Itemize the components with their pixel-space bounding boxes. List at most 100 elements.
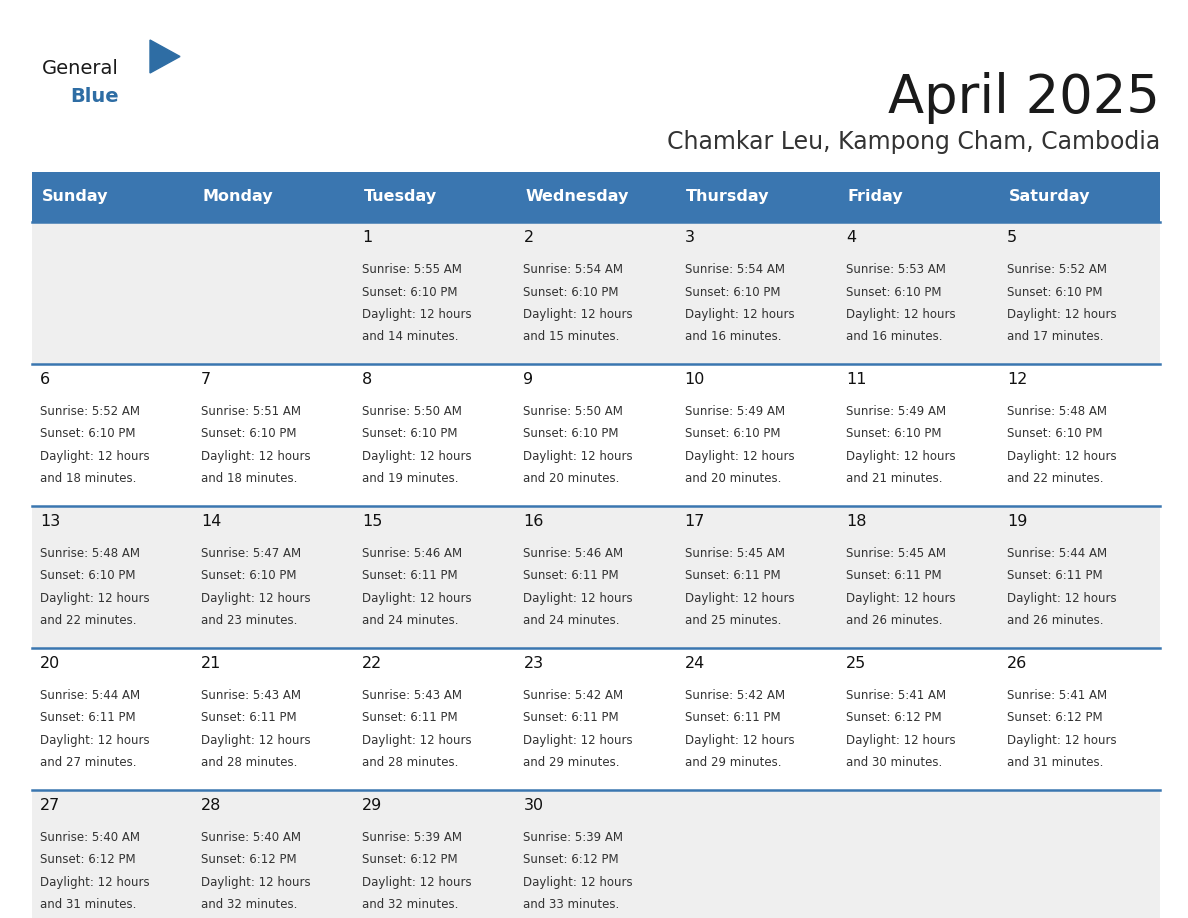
Text: 29: 29 [362, 798, 383, 813]
Text: Sunrise: 5:45 AM: Sunrise: 5:45 AM [684, 547, 784, 560]
Text: and 19 minutes.: and 19 minutes. [362, 473, 459, 486]
Text: Sunset: 6:11 PM: Sunset: 6:11 PM [362, 711, 457, 724]
Text: Sunset: 6:12 PM: Sunset: 6:12 PM [201, 854, 297, 867]
Text: Daylight: 12 hours: Daylight: 12 hours [524, 876, 633, 889]
Text: Sunrise: 5:47 AM: Sunrise: 5:47 AM [201, 547, 302, 560]
Text: Daylight: 12 hours: Daylight: 12 hours [524, 734, 633, 747]
Text: Daylight: 12 hours: Daylight: 12 hours [684, 450, 795, 463]
Text: and 18 minutes.: and 18 minutes. [201, 473, 297, 486]
Polygon shape [150, 40, 181, 73]
Text: Daylight: 12 hours: Daylight: 12 hours [40, 876, 150, 889]
Text: Sunset: 6:12 PM: Sunset: 6:12 PM [524, 854, 619, 867]
Text: Daylight: 12 hours: Daylight: 12 hours [201, 876, 311, 889]
Text: Sunrise: 5:40 AM: Sunrise: 5:40 AM [40, 831, 140, 844]
Text: Daylight: 12 hours: Daylight: 12 hours [1007, 308, 1117, 321]
Text: and 32 minutes.: and 32 minutes. [362, 899, 459, 912]
Text: April 2025: April 2025 [889, 72, 1159, 124]
Text: 8: 8 [362, 372, 373, 387]
Text: Sunrise: 5:55 AM: Sunrise: 5:55 AM [362, 263, 462, 276]
Text: 9: 9 [524, 372, 533, 387]
Text: Sunset: 6:10 PM: Sunset: 6:10 PM [684, 428, 781, 441]
Text: 16: 16 [524, 514, 544, 529]
Text: Daylight: 12 hours: Daylight: 12 hours [1007, 450, 1117, 463]
Text: Daylight: 12 hours: Daylight: 12 hours [846, 308, 955, 321]
Text: Daylight: 12 hours: Daylight: 12 hours [684, 308, 795, 321]
Text: Sunrise: 5:41 AM: Sunrise: 5:41 AM [846, 689, 946, 702]
Text: Sunset: 6:10 PM: Sunset: 6:10 PM [40, 428, 135, 441]
Text: 19: 19 [1007, 514, 1028, 529]
Text: and 32 minutes.: and 32 minutes. [201, 899, 297, 912]
Text: and 31 minutes.: and 31 minutes. [1007, 756, 1104, 769]
Text: Sunset: 6:11 PM: Sunset: 6:11 PM [1007, 569, 1102, 583]
Text: and 27 minutes.: and 27 minutes. [40, 756, 137, 769]
Bar [32, 364, 1159, 506]
Bar [32, 648, 1159, 790]
Text: and 20 minutes.: and 20 minutes. [524, 473, 620, 486]
Text: Sunset: 6:12 PM: Sunset: 6:12 PM [362, 854, 457, 867]
Text: Friday: Friday [847, 189, 903, 205]
Text: Sunrise: 5:45 AM: Sunrise: 5:45 AM [846, 547, 946, 560]
Text: 22: 22 [362, 656, 383, 671]
Text: and 24 minutes.: and 24 minutes. [524, 614, 620, 628]
Text: Chamkar Leu, Kampong Cham, Cambodia: Chamkar Leu, Kampong Cham, Cambodia [666, 130, 1159, 154]
Text: Sunrise: 5:43 AM: Sunrise: 5:43 AM [362, 689, 462, 702]
Text: Sunset: 6:11 PM: Sunset: 6:11 PM [524, 569, 619, 583]
Text: Sunrise: 5:50 AM: Sunrise: 5:50 AM [524, 405, 624, 418]
Text: and 16 minutes.: and 16 minutes. [846, 330, 942, 343]
Text: Sunrise: 5:41 AM: Sunrise: 5:41 AM [1007, 689, 1107, 702]
Text: Sunrise: 5:54 AM: Sunrise: 5:54 AM [524, 263, 624, 276]
Text: 17: 17 [684, 514, 704, 529]
Text: Sunrise: 5:40 AM: Sunrise: 5:40 AM [201, 831, 302, 844]
Text: Sunset: 6:12 PM: Sunset: 6:12 PM [40, 854, 135, 867]
Text: Daylight: 12 hours: Daylight: 12 hours [846, 450, 955, 463]
Text: Sunset: 6:11 PM: Sunset: 6:11 PM [362, 569, 457, 583]
Text: and 20 minutes.: and 20 minutes. [684, 473, 781, 486]
Text: Daylight: 12 hours: Daylight: 12 hours [201, 734, 311, 747]
Text: Daylight: 12 hours: Daylight: 12 hours [362, 734, 472, 747]
Text: 30: 30 [524, 798, 544, 813]
Bar [999, 172, 1159, 222]
Text: Sunrise: 5:53 AM: Sunrise: 5:53 AM [846, 263, 946, 276]
Text: Sunrise: 5:42 AM: Sunrise: 5:42 AM [524, 689, 624, 702]
Text: 20: 20 [40, 656, 61, 671]
Text: and 21 minutes.: and 21 minutes. [846, 473, 942, 486]
Text: and 29 minutes.: and 29 minutes. [684, 756, 782, 769]
Text: Sunset: 6:11 PM: Sunset: 6:11 PM [684, 569, 781, 583]
Bar [354, 172, 516, 222]
Text: Sunrise: 5:52 AM: Sunrise: 5:52 AM [40, 405, 140, 418]
Text: Sunset: 6:10 PM: Sunset: 6:10 PM [1007, 428, 1102, 441]
Text: Sunrise: 5:49 AM: Sunrise: 5:49 AM [846, 405, 946, 418]
Text: and 22 minutes.: and 22 minutes. [1007, 473, 1104, 486]
Text: 25: 25 [846, 656, 866, 671]
Text: Daylight: 12 hours: Daylight: 12 hours [684, 734, 795, 747]
Text: Sunset: 6:11 PM: Sunset: 6:11 PM [524, 711, 619, 724]
Text: Daylight: 12 hours: Daylight: 12 hours [846, 734, 955, 747]
Text: Daylight: 12 hours: Daylight: 12 hours [201, 450, 311, 463]
Text: and 28 minutes.: and 28 minutes. [362, 756, 459, 769]
Text: 6: 6 [40, 372, 50, 387]
Text: Daylight: 12 hours: Daylight: 12 hours [524, 592, 633, 605]
Text: and 22 minutes.: and 22 minutes. [40, 614, 137, 628]
Text: Sunset: 6:12 PM: Sunset: 6:12 PM [1007, 711, 1102, 724]
Text: Sunrise: 5:44 AM: Sunrise: 5:44 AM [1007, 547, 1107, 560]
Text: Blue: Blue [70, 87, 119, 106]
Text: and 17 minutes.: and 17 minutes. [1007, 330, 1104, 343]
Text: Sunrise: 5:39 AM: Sunrise: 5:39 AM [524, 831, 624, 844]
Text: Sunrise: 5:52 AM: Sunrise: 5:52 AM [1007, 263, 1107, 276]
Text: Sunrise: 5:49 AM: Sunrise: 5:49 AM [684, 405, 785, 418]
Text: and 16 minutes.: and 16 minutes. [684, 330, 782, 343]
Text: 5: 5 [1007, 230, 1017, 245]
Bar [32, 790, 1159, 918]
Text: Sunset: 6:10 PM: Sunset: 6:10 PM [846, 428, 941, 441]
Text: and 14 minutes.: and 14 minutes. [362, 330, 459, 343]
Text: and 26 minutes.: and 26 minutes. [1007, 614, 1104, 628]
Text: and 31 minutes.: and 31 minutes. [40, 899, 137, 912]
Text: Sunrise: 5:46 AM: Sunrise: 5:46 AM [362, 547, 462, 560]
Text: Sunrise: 5:54 AM: Sunrise: 5:54 AM [684, 263, 784, 276]
Text: 12: 12 [1007, 372, 1028, 387]
Text: Daylight: 12 hours: Daylight: 12 hours [362, 876, 472, 889]
Text: Sunset: 6:10 PM: Sunset: 6:10 PM [684, 285, 781, 298]
Text: Sunset: 6:10 PM: Sunset: 6:10 PM [362, 428, 457, 441]
Bar [516, 172, 677, 222]
Bar [838, 172, 999, 222]
